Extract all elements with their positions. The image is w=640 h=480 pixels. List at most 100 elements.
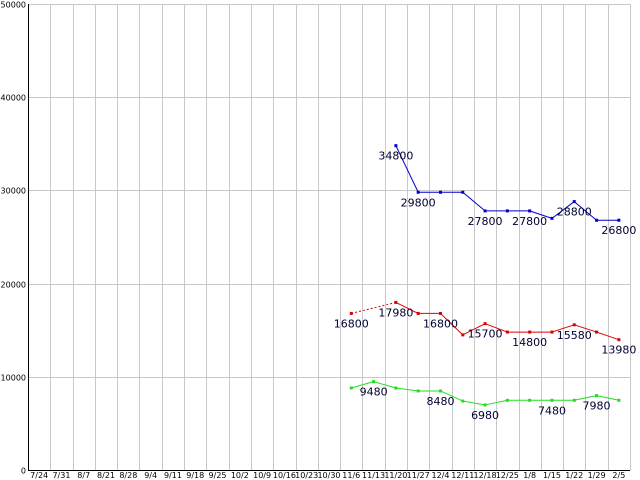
series-1-segment [462,191,486,212]
series-2-segment [574,324,597,333]
series-1-point [505,209,509,213]
x-tick-label: 7/24 [30,471,48,480]
y-tick-label: 40000 [1,94,26,103]
series-3-point [349,386,353,390]
x-tick-label: 8/7 [77,471,90,480]
series-2-segment [440,313,464,336]
series-1-point [550,216,554,220]
series-2-point [617,338,621,342]
x-tick-label: 1/29 [588,471,606,480]
series-3-segment [484,399,508,406]
series-2-point [349,311,353,315]
series-2-point [461,333,465,337]
series-1-point [572,200,576,204]
series-2-segment [395,301,419,314]
data-label: 7980 [583,400,611,413]
x-tick-label: 2/5 [612,471,625,480]
data-label: 6980 [471,409,499,422]
data-label: 15700 [468,328,503,341]
series-1-point [483,209,487,213]
data-label: 28800 [557,206,592,219]
series-1-point [595,218,599,222]
x-tick-label: 11/20 [384,471,407,480]
series-1-point [461,190,465,194]
series-3-point [372,380,376,384]
series-3-segment [440,390,463,402]
series-2-point [505,330,509,334]
data-label: 29800 [401,196,436,209]
data-label: 26800 [601,224,636,237]
series-1-segment [573,201,597,221]
series-3-point [505,398,509,402]
x-tick-label: 10/9 [253,471,271,480]
series-1-point [528,209,532,213]
y-tick-label: 0 [21,467,26,476]
x-tick-label: 10/2 [231,471,249,480]
data-label: 14800 [512,336,547,349]
x-tick-label: 10/23 [295,471,318,480]
data-label: 15580 [557,329,592,342]
series-3-point [595,394,599,398]
y-axis-ticks: 0 10000 20000 30000 40000 50000 [1,1,26,476]
x-tick-label: 12/18 [474,471,497,480]
series-2-point [438,311,442,315]
x-tick-label: 9/4 [144,471,157,480]
series-3-point [438,389,442,393]
series-2-point [550,330,554,334]
axes [28,4,630,471]
series-1-segment [529,210,553,219]
series-3-point [461,399,465,403]
x-tick-label: 12/4 [431,471,449,480]
y-tick-label: 30000 [1,187,26,196]
series-2-point [572,323,576,327]
data-labels: 34800 29800 27800 27800 28800 26800 16800 17980… [334,150,637,422]
series-3-point [416,389,420,393]
x-tick-label: 9/18 [186,471,204,480]
series-1-point [438,190,442,194]
grid-lines [28,4,631,470]
data-label: 8480 [426,395,454,408]
x-tick-label: 7/31 [52,471,70,480]
x-tick-label: 9/25 [209,471,227,480]
series-2-point [528,330,532,334]
series-3-point [572,398,576,402]
data-label: 7480 [538,404,566,417]
series-1-point [416,190,420,194]
x-tick-label: 8/28 [119,471,137,480]
x-tick-label: 12/25 [496,471,519,480]
data-label: 16800 [334,317,369,330]
series-2-point [595,330,599,334]
series-2-segment [596,331,620,341]
series-1-point [394,144,398,148]
x-tick-label: 11/27 [407,471,430,480]
x-tick-label: 10/30 [317,471,340,480]
data-label: 9480 [360,386,388,399]
series-1-segment [551,201,575,219]
series-3-segment [596,395,619,401]
series-3-point [528,398,532,402]
y-tick-label: 50000 [1,1,26,10]
series-3-point [483,403,487,407]
data-label: 34800 [378,150,413,163]
x-tick-label: 10/16 [273,471,296,480]
series-2-point [416,311,420,315]
series-2-segment [462,323,486,336]
x-tick-label: 8/21 [97,471,115,480]
series-1-point [617,218,621,222]
series-3-segment [373,381,397,389]
x-tick-label: 1/15 [543,471,561,480]
series-3-segment [574,395,597,401]
series-2-segment [484,323,508,333]
series-3-point [550,398,554,402]
series-3-point [394,386,398,390]
data-label: 27800 [512,215,547,228]
data-label: 13980 [601,344,636,357]
data-label: 17980 [378,306,413,319]
series-1-segment [395,145,419,193]
series-3-segment [462,400,486,406]
series-2-point [394,300,398,304]
x-tick-label: 1/8 [523,471,536,480]
y-tick-label: 20000 [1,281,26,290]
series-2-segment [551,324,575,333]
